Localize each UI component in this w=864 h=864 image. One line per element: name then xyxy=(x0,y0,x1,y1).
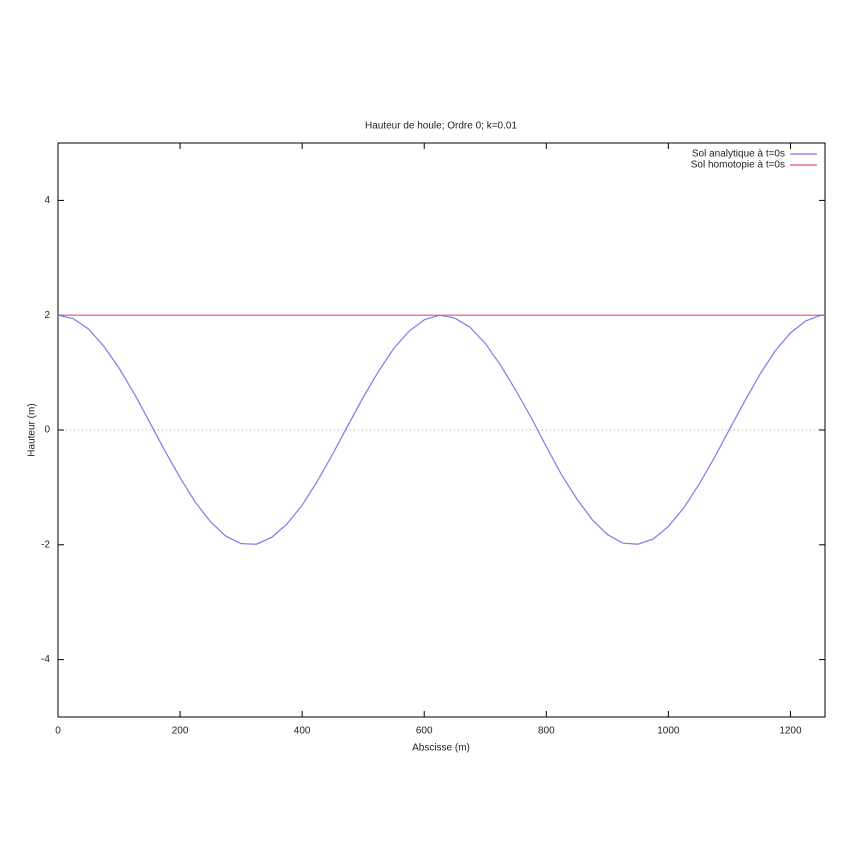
y-tick-label: 4 xyxy=(44,195,50,206)
x-axis-label: Abscisse (m) xyxy=(412,743,470,754)
x-tick-label: 1200 xyxy=(779,726,802,737)
y-tick-label: -4 xyxy=(41,654,50,665)
chart-title: Hauteur de houle; Ordre 0; k=0.01 xyxy=(365,121,517,132)
y-tick-label: -2 xyxy=(41,539,50,550)
x-tick-label: 400 xyxy=(294,726,311,737)
plot-border xyxy=(57,142,826,718)
y-tick-label: 2 xyxy=(44,310,50,321)
x-tick-label: 600 xyxy=(416,726,433,737)
x-tick-label: 800 xyxy=(538,726,555,737)
y-tick-label: 0 xyxy=(44,425,50,436)
y-axis-label: Hauteur (m) xyxy=(27,403,38,456)
x-tick-label: 1000 xyxy=(657,726,680,737)
legend-label: Sol analytique à t=0s xyxy=(692,149,785,160)
series-line xyxy=(57,314,825,545)
legend-label: Sol homotopie à t=0s xyxy=(691,160,785,171)
x-tick-label: 200 xyxy=(172,726,189,737)
x-tick-label: 0 xyxy=(55,726,61,737)
